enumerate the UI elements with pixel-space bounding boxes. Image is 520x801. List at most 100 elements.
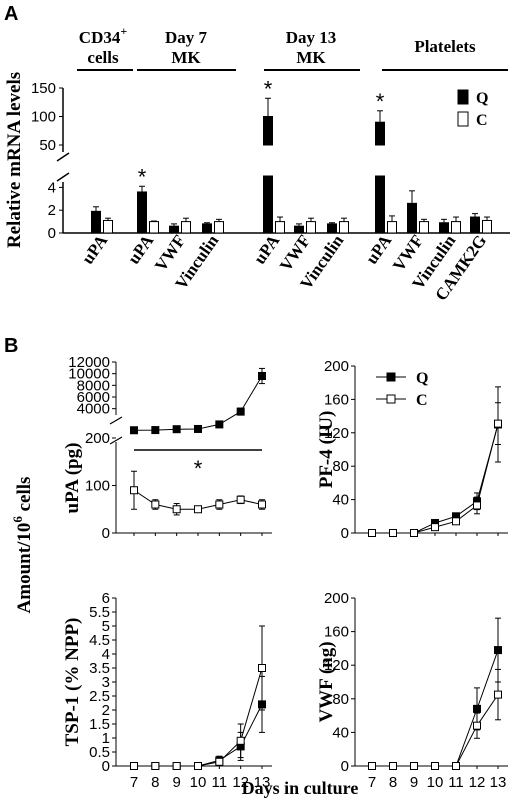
vwf-series-q-marker-13 bbox=[494, 646, 502, 655]
pf4-y-axis-label: PF-4 (IU) bbox=[316, 411, 337, 489]
upa-series-q-marker-11 bbox=[215, 420, 224, 429]
tsp1-y-tick-label-4: 4 bbox=[102, 646, 110, 663]
bar-q-4-upa-lower bbox=[263, 175, 273, 234]
tsp1-series-c-marker-9 bbox=[172, 762, 181, 770]
upa-y-tick-label-upper-10000: 10000 bbox=[68, 366, 110, 383]
upa-series-q-marker-10 bbox=[194, 424, 202, 433]
upa-axis-break-high bbox=[109, 416, 123, 425]
bar-c-8-vwf bbox=[419, 221, 429, 234]
upa-series-c-marker-10 bbox=[194, 505, 202, 514]
chart-b-vwf: 0 40 80 120 160 200 7 8 9 10 11 12 13 VWF (ng) bbox=[316, 590, 508, 791]
tsp1-series-c-marker-10 bbox=[194, 762, 202, 770]
vwf-x-tick-label-13: 13 bbox=[490, 774, 507, 791]
vwf-series-q-marker-12 bbox=[473, 704, 481, 713]
vwf-series-c-marker-11 bbox=[452, 762, 460, 770]
vwf-y-tick-label-200: 200 bbox=[324, 590, 349, 607]
panel-b-letter: B bbox=[4, 335, 18, 357]
bar-q-9-vinculin bbox=[439, 222, 449, 234]
group-day13-subtitle: MK bbox=[296, 48, 326, 67]
vwf-x-tick-label-11: 11 bbox=[448, 774, 464, 791]
legend-c-label: C bbox=[476, 112, 488, 129]
upa-y-tick-label-upper-6000: 6000 bbox=[77, 389, 110, 406]
upa-axis-break-low bbox=[109, 436, 123, 445]
tsp1-y-tick-label-1-5: 1.5 bbox=[89, 716, 110, 733]
tsp1-series-c-marker-7 bbox=[130, 762, 138, 770]
vwf-series-c-marker-13 bbox=[494, 690, 502, 699]
bar-q-5-vwf bbox=[294, 225, 304, 234]
group-platelets-title: Platelets bbox=[414, 37, 476, 56]
vwf-y-tick-label-80: 80 bbox=[332, 691, 349, 708]
upa-y-tick-label-lower-100: 100 bbox=[85, 478, 110, 495]
vwf-y-tick-label-120: 120 bbox=[324, 657, 349, 674]
upa-y-tick-label-lower-200: 200 bbox=[85, 430, 110, 447]
pf4-series-q-line bbox=[372, 424, 499, 534]
tsp1-y-tick-label-6: 6 bbox=[102, 590, 110, 607]
pf4-series-c-line bbox=[372, 423, 499, 534]
panel-b-xlabel: Days in culture bbox=[242, 778, 359, 798]
upa-y-tick-label-upper-4000: 4000 bbox=[77, 401, 110, 418]
significance-star-7: * bbox=[376, 89, 385, 114]
pf4-series-c-marker-8 bbox=[389, 529, 397, 537]
bar-q-2-vwf bbox=[169, 225, 179, 234]
y-tick-label-upper-150: 150 bbox=[31, 80, 56, 97]
bar-q-8-vwf bbox=[407, 202, 417, 234]
group-cd34-subtitle: cells bbox=[87, 48, 119, 67]
tsp1-x-tick-label-12: 12 bbox=[232, 774, 249, 791]
group-day13-title: Day 13 bbox=[286, 28, 337, 47]
vwf-x-tick-label-10: 10 bbox=[427, 774, 444, 791]
y-tick-label-upper-50: 50 bbox=[39, 137, 56, 154]
tsp1-series-c-marker-13 bbox=[258, 664, 266, 672]
vwf-series-c-marker-9 bbox=[410, 762, 418, 770]
tsp1-y-tick-label-3: 3 bbox=[102, 674, 110, 691]
bar-c-2-vwf bbox=[181, 221, 191, 234]
bar-q-1-upa bbox=[137, 191, 147, 234]
tsp1-y-tick-label-0: 0 bbox=[102, 758, 110, 775]
legend-b-q-marker bbox=[386, 372, 396, 382]
tsp1-x-tick-label-8: 8 bbox=[151, 774, 159, 791]
pf4-series-c-marker-12 bbox=[473, 501, 481, 510]
upa-significance-star: * bbox=[194, 456, 203, 481]
axis-break-mark-high bbox=[56, 152, 70, 162]
tsp1-y-tick-label-2: 2 bbox=[102, 702, 110, 719]
pf4-series-c-marker-7 bbox=[368, 529, 376, 537]
upa-series-q-marker-12 bbox=[236, 407, 245, 416]
bar-c-4-upa bbox=[275, 221, 285, 234]
bar-c-7-upa bbox=[387, 221, 397, 234]
upa-series-c-marker-8 bbox=[151, 500, 160, 509]
vwf-y-tick-label-40: 40 bbox=[332, 724, 349, 741]
tsp1-y-tick-label-3-5: 3.5 bbox=[89, 660, 110, 677]
legend-b-c-marker bbox=[386, 394, 396, 404]
y-axis-label: Relative mRNA levels bbox=[4, 72, 25, 248]
vwf-series-c-marker-7 bbox=[368, 762, 376, 770]
upa-series-c-marker-12 bbox=[236, 495, 245, 504]
tsp1-x-tick-label-7: 7 bbox=[130, 774, 138, 791]
chart-b-tsp1: 00.511.522.533.544.555.56 7 8 9 10 11 12 13 TSP-… bbox=[62, 590, 272, 791]
vwf-y-axis-label: VWF (ng) bbox=[316, 641, 337, 722]
vwf-x-tick-label-8: 8 bbox=[389, 774, 397, 791]
vwf-x-tick-label-9: 9 bbox=[410, 774, 418, 791]
tsp1-y-tick-label-5: 5 bbox=[102, 618, 110, 635]
bar-q-3-vinculin bbox=[202, 223, 212, 234]
tsp1-x-tick-label-11: 11 bbox=[212, 774, 228, 791]
panel-a-legend: Q C bbox=[457, 89, 488, 129]
significance-star-4: * bbox=[264, 76, 273, 101]
pf4-y-tick-label-120: 120 bbox=[324, 425, 349, 442]
pf4-y-tick-label-40: 40 bbox=[332, 492, 349, 509]
bar-c-5-vwf bbox=[306, 221, 316, 234]
pf4-y-tick-label-200: 200 bbox=[324, 358, 349, 375]
vwf-series-c-marker-12 bbox=[473, 721, 481, 730]
panel-a-group-headers: CD34+ cells Day 7 MK Day 13 MK Platelets bbox=[77, 24, 508, 71]
group-day7-subtitle: MK bbox=[171, 48, 201, 67]
vwf-x-tick-label-7: 7 bbox=[368, 774, 376, 791]
x-category-label-0-upa: uPA bbox=[78, 231, 112, 268]
y-tick-label-lower-0: 0 bbox=[48, 225, 56, 242]
y-tick-label-upper-100: 100 bbox=[31, 109, 56, 126]
bar-c-9-vinculin bbox=[451, 221, 461, 234]
upa-series-q-marker-8 bbox=[151, 426, 160, 435]
bar-q-0-upa bbox=[91, 210, 101, 234]
bar-q-7-upa-lower bbox=[375, 175, 385, 234]
upa-series-q-marker-9 bbox=[172, 425, 181, 434]
pf4-series-c-marker-11 bbox=[452, 517, 460, 526]
y-tick-label-lower-4: 4 bbox=[48, 179, 56, 196]
